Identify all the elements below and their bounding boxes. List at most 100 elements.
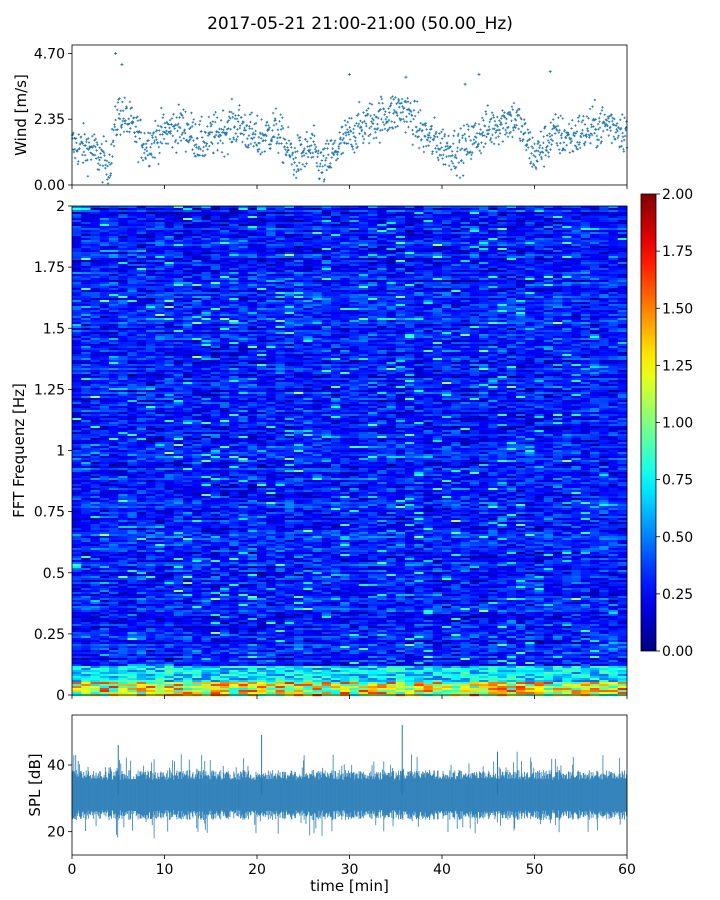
spectrogram-cell — [266, 268, 276, 270]
spectrogram-cell — [202, 246, 212, 248]
spectrogram-cell — [590, 224, 600, 226]
spectrogram-cell — [461, 320, 471, 322]
spectrogram-cell — [451, 298, 461, 300]
spectrogram-cell — [276, 288, 286, 290]
spectrogram-cell — [128, 304, 138, 306]
spectrogram-cell — [100, 292, 110, 294]
spectrogram-cell — [294, 278, 304, 280]
spectrogram-cell — [414, 246, 424, 248]
spectrogram-cell — [424, 248, 434, 250]
spectrogram-cell — [498, 270, 508, 272]
spectrogram-cell — [414, 214, 424, 216]
spectrogram-cell — [396, 268, 406, 270]
spectrogram-cell — [609, 230, 619, 232]
spectrogram-cell — [72, 256, 82, 258]
spectrogram-cell — [498, 256, 508, 258]
spectrogram-cell — [276, 306, 286, 308]
spectrogram-cell — [118, 292, 128, 294]
spectrogram-cell — [405, 318, 415, 320]
spectrogram-cell — [109, 258, 119, 260]
spectrogram-cell — [211, 266, 221, 268]
spectrogram-cell — [488, 244, 498, 246]
spectrogram-cell — [239, 314, 249, 316]
spectrogram-cell — [535, 312, 545, 314]
spectrogram-cell — [387, 288, 397, 290]
spectrogram-cell — [202, 216, 212, 218]
spectrogram-cell — [618, 310, 628, 312]
spectrogram-cell — [599, 322, 609, 324]
spectrogram-cell — [544, 258, 554, 260]
spectrogram-cell — [424, 292, 434, 294]
spectrogram-cell — [211, 214, 221, 216]
spectrogram-cell — [424, 268, 434, 270]
spectrogram-cell — [276, 280, 286, 282]
spectrogram-cell — [294, 210, 304, 212]
spectrogram-cell — [350, 282, 360, 284]
spectrogram-cell — [211, 254, 221, 256]
spectrogram-cell — [146, 288, 156, 290]
spectrogram-cell — [118, 256, 128, 258]
spectrogram-cell — [525, 270, 535, 272]
spectrogram-cell — [266, 266, 276, 268]
spectrogram-cell — [479, 282, 489, 284]
spectrogram-cell — [72, 272, 82, 274]
spectrogram-cell — [202, 252, 212, 254]
spectrogram-cell — [211, 278, 221, 280]
spectrogram-cell — [303, 286, 313, 288]
spectrogram-cell — [414, 306, 424, 308]
spectrogram-cell — [572, 308, 582, 310]
spectrogram-cell — [118, 284, 128, 286]
spectrogram-cell — [239, 306, 249, 308]
spectrogram-cell — [174, 266, 184, 268]
spectrogram-cell — [128, 286, 138, 288]
spectrogram-cell — [322, 264, 332, 266]
spectrogram-cell — [562, 300, 572, 302]
spectrogram-cell — [590, 268, 600, 270]
spectrogram-cell — [433, 320, 443, 322]
spectrogram-cell — [451, 258, 461, 260]
spectrogram-cell — [313, 318, 323, 320]
spectrogram-cell — [303, 230, 313, 232]
spectrogram-cell — [599, 214, 609, 216]
spectrogram-cell — [405, 218, 415, 220]
spectrogram-cell — [479, 212, 489, 214]
spectrogram-cell — [100, 210, 110, 212]
spectrogram-cell — [562, 310, 572, 312]
spectrogram-cell — [618, 216, 628, 218]
spectrogram-cell — [350, 234, 360, 236]
spectrogram-cell — [303, 256, 313, 258]
spectrogram-cell — [525, 240, 535, 242]
spectrogram-cell — [211, 304, 221, 306]
spectrogram-cell — [590, 258, 600, 260]
spectrogram-cell — [553, 228, 563, 230]
spectrogram-cell — [100, 222, 110, 224]
spectrogram-cell — [91, 318, 101, 320]
spectrogram-cell — [470, 236, 480, 238]
spectrogram-cell — [405, 304, 415, 306]
spectrogram-cell — [100, 308, 110, 310]
spectrogram-cell — [294, 246, 304, 248]
spectrogram-cell — [451, 264, 461, 266]
spectrogram-cell — [433, 236, 443, 238]
spectrogram-cell — [414, 320, 424, 322]
spectrogram-cell — [303, 262, 313, 264]
spectrogram-cell — [396, 274, 406, 276]
spectrogram-cell — [322, 312, 332, 314]
spectrogram-cell — [461, 268, 471, 270]
spectrogram-cell — [276, 210, 286, 212]
spectrogram-cell — [100, 286, 110, 288]
spectrogram-cell — [211, 322, 221, 324]
spectrogram-cell — [461, 218, 471, 220]
spectrogram-cell — [562, 240, 572, 242]
spectrogram-cell — [340, 266, 350, 268]
spectrogram-cell — [599, 246, 609, 248]
spectrogram-cell — [544, 226, 554, 228]
spectrogram-cell — [248, 230, 258, 232]
spectrogram-cell — [276, 278, 286, 280]
spectrogram-cell — [257, 214, 267, 216]
spectrogram-cell — [599, 264, 609, 266]
spectrogram-cell — [387, 230, 397, 232]
spectrogram-cell — [276, 242, 286, 244]
spectrogram-cell — [535, 248, 545, 250]
spectrogram-cell — [248, 224, 258, 226]
